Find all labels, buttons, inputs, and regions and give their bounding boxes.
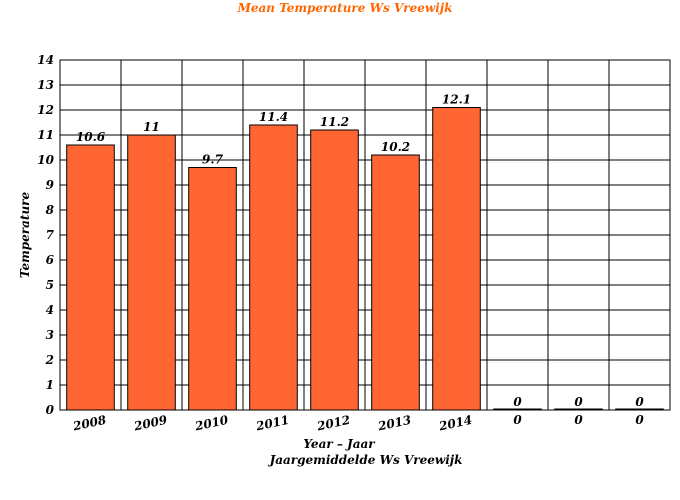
bars (66, 107, 664, 411)
chart-title: Mean Temperature Ws Vreewijk (237, 1, 453, 15)
bar-value-label: 0 (635, 395, 644, 409)
y-tick-label: 7 (46, 228, 55, 242)
bar-value-label: 9.7 (202, 153, 224, 167)
x-tick-label: 2011 (254, 413, 291, 434)
y-tick-label: 10 (37, 153, 54, 167)
x-tick-label: 0 (574, 413, 583, 427)
bar-value-label: 10.6 (76, 130, 106, 144)
x-tick-label: 2009 (132, 413, 169, 434)
data-labels: 10.6 11 9.7 11.4 11.2 10.2 12.1 0 0 0 (76, 93, 644, 410)
bar (615, 408, 664, 411)
bar (432, 107, 481, 411)
bar (554, 408, 603, 411)
y-tick-label: 13 (37, 78, 54, 92)
x-tick-label: 2014 (437, 413, 474, 434)
bar-value-label: 11.2 (320, 115, 349, 129)
bar-value-label: 12.1 (442, 93, 471, 107)
bar-value-label: 11.4 (259, 110, 288, 124)
y-tick-label: 9 (46, 178, 55, 192)
y-tick-label: 12 (37, 103, 54, 117)
y-tick-label: 11 (37, 128, 54, 142)
bar (310, 129, 359, 411)
y-tick-label: 1 (46, 378, 54, 392)
y-tick-label: 4 (46, 303, 54, 317)
y-tick-label: 14 (37, 53, 54, 67)
bar-value-label: 0 (574, 395, 583, 409)
bar (127, 134, 176, 411)
y-tick-label: 6 (46, 253, 55, 267)
bar (66, 144, 115, 411)
bar (188, 167, 237, 411)
x-tick-label: 2008 (71, 413, 108, 434)
bar (493, 408, 542, 411)
y-tick-label: 8 (46, 203, 55, 217)
x-axis-sublabel: Jaargemiddelde Ws Vreewijk (268, 453, 463, 467)
x-axis-ticks: 2008 2009 2010 2011 2012 2013 2014 0 0 0 (71, 413, 644, 434)
x-tick-label: 2013 (376, 413, 413, 434)
bar-value-label: 0 (513, 395, 522, 409)
x-axis-label: Year – Jaar (303, 437, 376, 451)
y-tick-label: 2 (45, 353, 54, 367)
bar-value-label: 10.2 (381, 140, 410, 154)
x-tick-label: 0 (635, 413, 644, 427)
x-tick-label: 2012 (315, 413, 352, 434)
y-tick-label: 5 (46, 278, 54, 292)
y-tick-label: 3 (46, 328, 54, 342)
bar-value-label: 11 (143, 120, 160, 134)
x-tick-label: 0 (513, 413, 522, 427)
bar (371, 154, 420, 411)
y-tick-label: 0 (46, 403, 55, 417)
y-axis-label: Temperature (18, 192, 32, 279)
x-tick-label: 2010 (193, 413, 230, 434)
bar (249, 124, 298, 411)
